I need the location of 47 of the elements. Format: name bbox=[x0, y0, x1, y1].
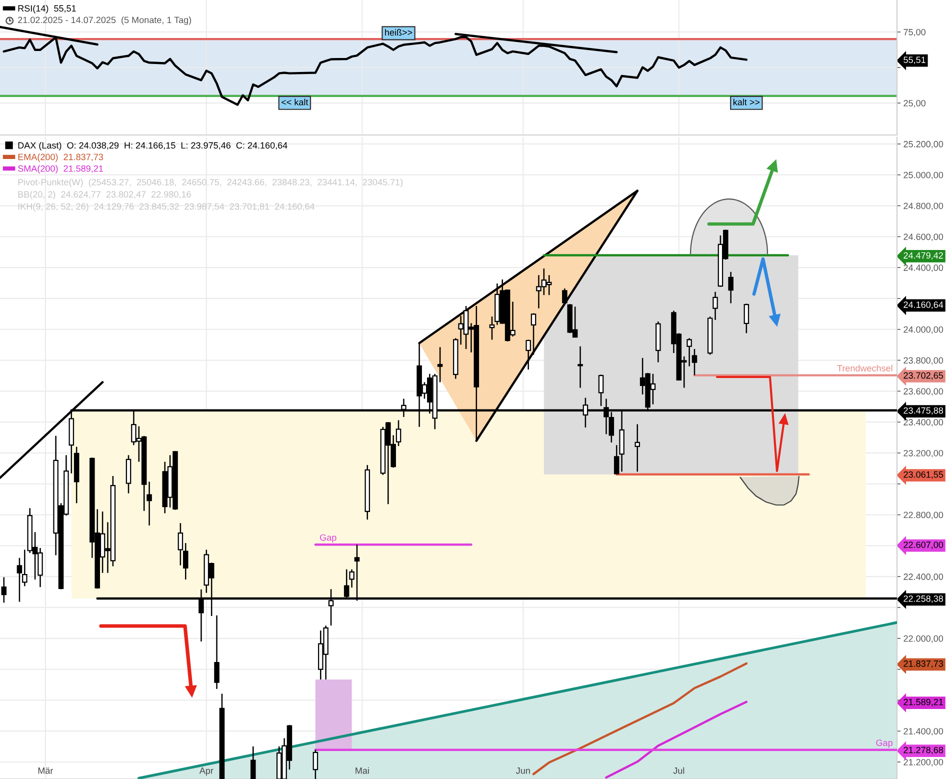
y-tick-label: 23.400,00 bbox=[904, 419, 944, 426]
legend-label: EMA(200) 21.837,73 bbox=[18, 154, 104, 162]
y-tick-label: 22.607,00 bbox=[904, 542, 944, 550]
series-label: Gap bbox=[320, 534, 336, 543]
y-tick-label: 24.600,00 bbox=[904, 234, 944, 242]
y-tick-label: 24.000,00 bbox=[904, 326, 944, 334]
legend-label: SMA(200) 21.589,21 bbox=[18, 165, 103, 174]
x-tick-label: Mai bbox=[356, 767, 369, 774]
y-tick-label: 21.400,00 bbox=[904, 728, 944, 736]
y-tick-label: 21.589,21 bbox=[904, 698, 943, 706]
y-tick-label: 23.702,65 bbox=[904, 372, 944, 380]
annotation: << kalt bbox=[282, 98, 308, 106]
y-tick-label: 21.837,73 bbox=[904, 660, 944, 668]
series-label: Trendwechsel bbox=[837, 364, 892, 372]
y-tick-label: 24.400,00 bbox=[904, 264, 944, 272]
text: 21.02.2025 - 14.07.2025 (5 Monate, 1 Tag) bbox=[18, 16, 192, 25]
y-tick-label: 21.200,00 bbox=[904, 758, 944, 766]
y-tick-label: 23.200,00 bbox=[904, 450, 944, 458]
x-tick-label: Jul bbox=[673, 767, 684, 774]
x-tick-label: Jun bbox=[516, 768, 530, 774]
y-tick-label: 22.000,00 bbox=[904, 635, 944, 643]
annotation: BB(20, 2) 24.624,77 23.802,47 22.980,16 bbox=[18, 190, 191, 200]
y-tick-label: 21.278,68 bbox=[904, 746, 944, 754]
legend-label: DAX (Last) O: 24.038,29 H: 24.166,15 L: 23.975,46 C: 24.160,64 bbox=[18, 142, 288, 150]
x-tick-label: Mär bbox=[38, 768, 54, 774]
y-tick-label: 25,00 bbox=[904, 100, 926, 108]
y-tick-label: 23.061,55 bbox=[904, 471, 944, 479]
y-tick-label: 22.400,00 bbox=[904, 574, 944, 582]
y-tick-label: 25.200,00 bbox=[904, 140, 944, 148]
y-tick-label: 23.800,00 bbox=[904, 357, 944, 365]
y-tick-label: 75,00 bbox=[904, 28, 926, 36]
x-tick-label: Apr bbox=[199, 768, 214, 776]
y-tick-label: 55,51 bbox=[904, 56, 926, 64]
legend-label: RSI(14) 55,51 bbox=[18, 4, 76, 14]
y-tick-label: 23.600,00 bbox=[904, 388, 944, 396]
annotation: kalt >> bbox=[733, 98, 760, 106]
y-tick-label: 22.258,38 bbox=[904, 595, 944, 603]
y-tick-label: 24.160,64 bbox=[904, 302, 944, 309]
annotation: IKH(9, 26, 52, 26) 24.129,76 23.845,32 23.987,54 23.701,81 24.160,64 bbox=[18, 203, 314, 212]
y-tick-label: 22.800,00 bbox=[904, 512, 944, 520]
annotation: Pivot-Punkte(W) (25453.27, 25046.18, 24650.75, 24243.66, 23848.23, 23441.14, 23045.71) bbox=[18, 178, 403, 188]
y-tick-label: 23.475,88 bbox=[904, 407, 944, 415]
annotation: heiß>> bbox=[385, 28, 412, 36]
series-label: Gap bbox=[876, 740, 892, 748]
y-tick-label: 25.000,00 bbox=[904, 172, 944, 180]
y-tick-label: 24.479,42 bbox=[904, 252, 943, 260]
y-tick-label: 24.800,00 bbox=[904, 202, 944, 210]
